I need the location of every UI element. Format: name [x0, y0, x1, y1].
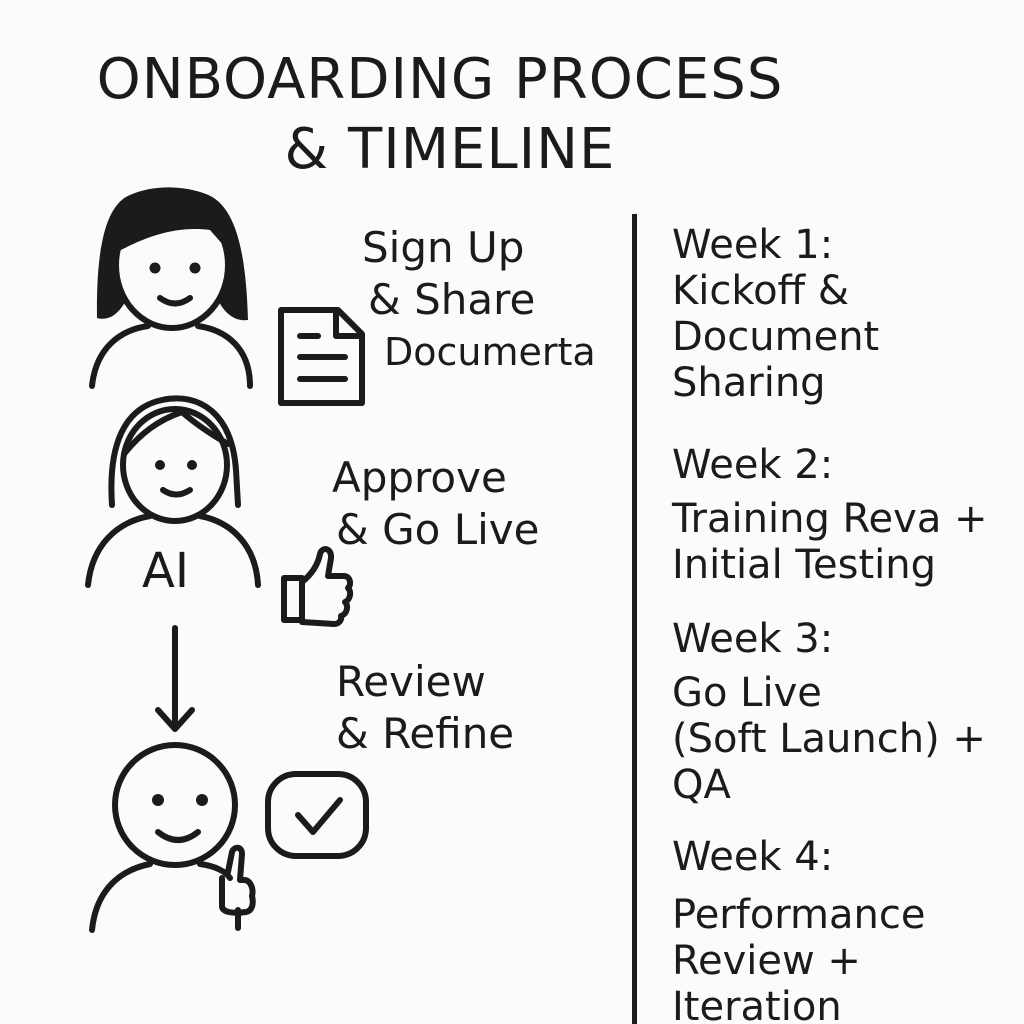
week-3-heading: Week 3:: [672, 616, 834, 662]
person-woman-icon: [89, 187, 253, 389]
person-smiley-icon: [89, 742, 256, 933]
down-arrow-icon: [155, 625, 195, 732]
step-approve-line-1: Approve: [332, 453, 507, 502]
step-approve: Approve & Go Live: [332, 452, 539, 556]
step-review: Review & Refine: [336, 656, 514, 760]
step-sign-up-line-2: & Share: [368, 275, 536, 324]
timeline-week-3: Week 3: Go Live (Soft Launch) + QA: [672, 616, 986, 808]
timeline-week-2: Week 2: Training Reva + Initial Testing: [672, 442, 988, 588]
ai-label: AI: [142, 543, 189, 599]
week-1-heading: Week 1:: [672, 222, 834, 268]
week-4-heading: Week 4:: [672, 834, 834, 880]
step-review-line-1: Review: [336, 657, 486, 706]
week-3-line-3: QA: [672, 762, 731, 808]
week-3-line-2: (Soft Launch) +: [672, 716, 986, 762]
thumbs-up-icon: [281, 546, 354, 627]
week-2-line-2: Initial Testing: [672, 542, 937, 588]
ai-avatar-icon: [85, 395, 261, 588]
week-3-line-1: Go Live: [672, 670, 822, 716]
week-1-line-2: Document: [672, 314, 880, 360]
title-line-2: & TIMELINE: [284, 117, 616, 182]
checkmark-icon: [265, 771, 369, 859]
week-2-line-1: Training Reva +: [672, 496, 988, 542]
timeline-week-1: Week 1: Kickoff & Document Sharing: [672, 222, 879, 406]
step-approve-line-2: & Go Live: [336, 505, 540, 554]
step-sign-up: Sign Up & Share Documerta: [362, 222, 596, 378]
step-sign-up-line-1: Sign Up: [362, 223, 525, 272]
timeline-week-4: Week 4: Performance Review + Iteration: [672, 834, 925, 1024]
week-1-line-1: Kickoff &: [672, 268, 850, 314]
step-review-line-2: & Refine: [336, 709, 515, 758]
step-sign-up-line-3: Documerta: [384, 330, 596, 374]
week-4-line-3: Iteration: [672, 984, 842, 1024]
document-icon: [278, 307, 365, 406]
timeline-divider: [632, 214, 637, 1024]
week-2-heading: Week 2:: [672, 442, 834, 488]
week-1-line-3: Sharing: [672, 360, 826, 406]
title-line-1: ONBOARDING PROCESS: [96, 47, 784, 112]
week-4-line-1: Performance: [672, 892, 926, 938]
week-4-line-2: Review +: [672, 938, 861, 984]
